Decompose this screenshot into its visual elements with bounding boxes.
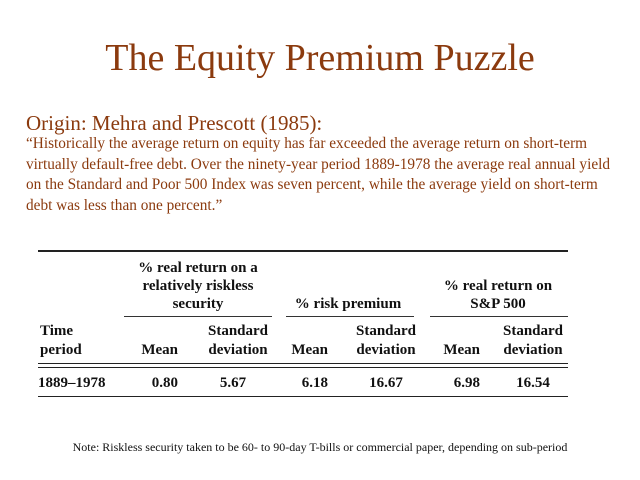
riskless-header-line2: relatively riskless [142,278,254,294]
riskless-header-line3: security [172,296,224,312]
row-premium-mean: 6.18 [301,375,328,391]
premium-subrule [286,316,414,317]
quote-text: “Historically the average return on equi… [26,135,611,214]
riskless-std-header-line2: deviation [208,342,268,358]
table-bottom-rule [38,396,568,398]
sp500-std-header-line2: deviation [503,342,563,358]
table-top-rule [38,250,568,252]
riskless-std-header-line1: Standard [207,323,269,339]
table-header-rule-1 [38,363,568,365]
sp500-mean-header: Mean [443,342,480,358]
time-period-header-line1: Time [40,323,74,339]
premium-mean-header: Mean [291,342,328,358]
origin-heading: Origin: Mehra and Prescott (1985): [26,111,323,135]
footnote: Note: Riskless security taken to be 60- … [72,440,568,454]
sp500-std-header-line1: Standard [502,323,564,339]
slide-title: The Equity Premium Puzzle [105,37,535,79]
riskless-subrule [124,316,272,317]
premium-header: % risk premium [294,296,402,312]
row-premium-sd: 16.67 [369,375,403,391]
table-header-rule-2 [38,367,568,369]
premium-std-header-line1: Standard [355,323,417,339]
sp500-subrule [430,316,568,317]
row-sp500-mean: 6.98 [453,375,480,391]
time-period-header-line2: period [40,342,82,358]
row-riskless-mean: 0.80 [151,375,178,391]
row-sp500-sd: 16.54 [516,375,550,391]
riskless-header-line1: % real return on a [138,260,258,276]
row-period: 1889–1978 [38,375,106,391]
row-riskless-sd: 5.67 [219,375,247,391]
premium-std-header-line2: deviation [356,342,416,358]
sp500-header-line2: S&P 500 [470,296,526,312]
riskless-mean-header: Mean [141,342,178,358]
sp500-header-line1: % real return on [443,278,553,294]
